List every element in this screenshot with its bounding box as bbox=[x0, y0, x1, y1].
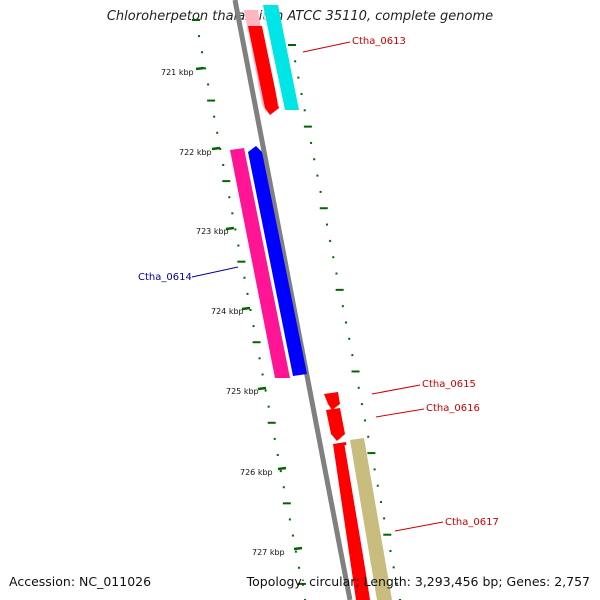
tick-label-725: 725 kbp bbox=[226, 387, 259, 396]
gene-ctha-0616[interactable] bbox=[326, 408, 345, 441]
gene-ctha-0615[interactable] bbox=[324, 392, 340, 410]
gene-ctha-0613[interactable] bbox=[248, 26, 279, 115]
gene-ctha-0616-pointer bbox=[375, 408, 425, 418]
kbp-tick-mark bbox=[277, 466, 287, 471]
gene-label-ctha-0614[interactable]: Ctha_0614 bbox=[138, 272, 192, 283]
gene-ctha-0614-blue[interactable] bbox=[248, 146, 307, 376]
genome-summary-text: Topology: circular; Length: 3,293,456 bp… bbox=[246, 574, 590, 589]
map-title: Chloroherpeton thalassium ATCC 35110, co… bbox=[106, 9, 494, 24]
kbp-tick-mark bbox=[211, 146, 221, 151]
tick-label-727: 727 kbp bbox=[252, 548, 285, 557]
gene-ctha-0614-magenta[interactable] bbox=[230, 148, 290, 378]
gene-label-ctha-0615[interactable]: Ctha_0615 bbox=[422, 379, 476, 390]
gene-label-ctha-0616[interactable]: Ctha_0616 bbox=[426, 403, 480, 414]
gene-ctha-0614-pointer bbox=[191, 266, 239, 278]
gene-ctha-0615-pointer bbox=[371, 384, 421, 395]
gene-label-ctha-0613[interactable]: Ctha_0613 bbox=[352, 36, 406, 47]
tick-label-723: 723 kbp bbox=[196, 227, 229, 236]
tick-label-724: 724 kbp bbox=[211, 307, 244, 316]
gene-ctha-0617-white-stripe bbox=[344, 444, 374, 600]
tick-label-722: 722 kbp bbox=[179, 148, 212, 157]
gene-cyan[interactable] bbox=[263, 5, 299, 110]
tick-dots bbox=[192, 19, 401, 600]
kbp-tick-mark bbox=[241, 306, 251, 311]
tick-label-726: 726 kbp bbox=[240, 468, 273, 477]
genome-backbone bbox=[232, 0, 353, 600]
kbp-tick-mark bbox=[293, 546, 303, 551]
kbp-tick-mark bbox=[257, 386, 267, 391]
gene-ctha-0613-pointer bbox=[302, 41, 351, 53]
kbp-tick-mark bbox=[225, 226, 235, 231]
gene-olive[interactable] bbox=[350, 438, 392, 600]
accession-text: Accession: NC_011026 bbox=[9, 574, 152, 589]
tick-label-721: 721 kbp bbox=[161, 68, 194, 77]
gene-ctha-0617[interactable] bbox=[333, 442, 370, 600]
kbp-tick-mark bbox=[195, 66, 205, 71]
tick-marks bbox=[195, 66, 303, 551]
gene-ctha-0617-pointer bbox=[394, 521, 444, 532]
gene-label-ctha-0617[interactable]: Ctha_0617 bbox=[445, 517, 499, 528]
